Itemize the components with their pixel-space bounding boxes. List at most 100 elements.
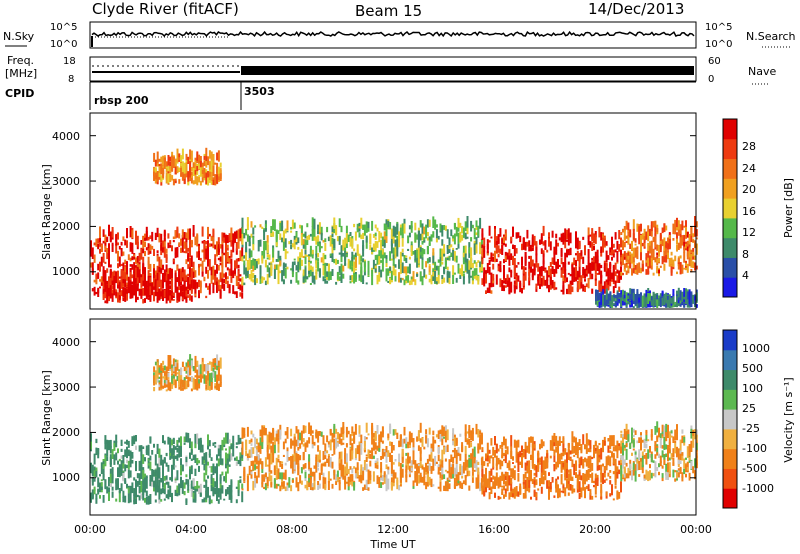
power-cell: [555, 250, 558, 255]
velocity-cell: [102, 495, 105, 503]
velocity-cell: [205, 465, 208, 476]
power-cell: [135, 295, 137, 303]
power-cell: [519, 283, 522, 293]
power-cell: [652, 292, 655, 301]
velocity-cell: [207, 443, 209, 447]
velocity-cell: [455, 455, 458, 464]
power-cell: [372, 234, 375, 238]
velocity-cell: [394, 472, 397, 479]
velocity-cell: [488, 459, 491, 464]
velocity-cell: [187, 479, 190, 486]
velocity-cell: [194, 454, 197, 463]
power-cell: [250, 221, 253, 228]
power-cell: [297, 280, 300, 285]
velocity-cell: [235, 486, 238, 489]
velocity-cell: [145, 445, 148, 453]
power-cell: [620, 297, 623, 307]
power-cell: [147, 275, 150, 288]
power-cell: [172, 295, 175, 298]
power-cell: [546, 270, 549, 282]
velocity-cell: [284, 486, 287, 492]
velocity-heatmap-cells: [90, 354, 698, 505]
velocity-cell: [288, 457, 291, 461]
power-cell: [605, 299, 608, 305]
velocity-cell: [174, 489, 177, 496]
velocity-cell: [106, 486, 109, 494]
velocity-cell: [135, 498, 137, 503]
power-cell: [499, 278, 502, 288]
power-cell: [208, 171, 211, 177]
velocity-cell: [435, 434, 438, 438]
power-cell: [235, 258, 238, 269]
velocity-cell: [133, 494, 136, 503]
power-cell: [194, 176, 197, 184]
velocity-cell: [371, 433, 374, 445]
power-cell: [603, 266, 606, 272]
power-cell: [205, 241, 208, 245]
power-cell: [165, 175, 168, 184]
velocity-cell: [492, 466, 495, 470]
power-cell: [214, 275, 217, 278]
velocity-cell: [336, 476, 339, 483]
power-cell: [356, 244, 359, 254]
velocity-cell: [219, 483, 222, 490]
power-colorbar-segment: [723, 237, 737, 258]
power-cell: [683, 252, 686, 263]
velocity-cell: [192, 454, 195, 461]
power-cell: [263, 230, 266, 240]
velocity-cell: [232, 445, 235, 457]
power-cell: [158, 166, 161, 175]
velocity-cell: [246, 475, 249, 482]
velocity-cell: [93, 488, 96, 495]
velocity-cell: [338, 482, 341, 491]
power-cell: [446, 229, 449, 239]
velocity-cell: [203, 364, 206, 372]
velocity-cell: [205, 452, 208, 462]
power-cell: [578, 252, 581, 260]
power-cell: [311, 271, 314, 283]
power-cell: [692, 297, 695, 304]
power-cell: [133, 293, 136, 296]
power-cell: [641, 242, 644, 247]
velocity-cell: [528, 442, 531, 454]
velocity-cell: [405, 474, 408, 483]
power-cell: [144, 267, 146, 278]
power-cell: [643, 246, 646, 249]
power-cell: [677, 242, 680, 249]
velocity-cell: [214, 385, 217, 388]
velocity-cell: [477, 461, 480, 465]
velocity-cell: [273, 438, 276, 445]
power-cell: [596, 296, 599, 307]
velocity-cell: [434, 455, 437, 466]
velocity-cell: [126, 483, 128, 488]
velocity-cell: [308, 422, 311, 434]
power-cell: [408, 263, 411, 274]
power-cell: [686, 299, 689, 308]
velocity-cell: [306, 480, 309, 491]
power-cell: [589, 234, 592, 237]
velocity-cell: [535, 493, 538, 497]
power-cell: [485, 290, 487, 294]
velocity-cell: [389, 423, 392, 434]
power-cell: [99, 261, 101, 272]
velocity-cell: [185, 375, 188, 378]
velocity-cell: [172, 463, 175, 470]
power-cell: [453, 251, 456, 262]
power-cell: [250, 260, 253, 269]
velocity-cell: [293, 455, 296, 464]
power-cell: [596, 289, 599, 301]
velocity-cell: [167, 437, 170, 444]
power-cell: [243, 260, 246, 266]
power-cell: [627, 236, 630, 245]
velocity-cell: [408, 471, 411, 475]
velocity-cell: [257, 442, 260, 451]
power-cell: [176, 291, 179, 298]
power-cell: [649, 302, 651, 308]
power-cell: [531, 274, 534, 278]
power-cell: [616, 251, 619, 262]
velocity-cell: [190, 449, 193, 455]
power-cell: [385, 234, 388, 243]
velocity-cell: [317, 481, 320, 486]
power-cell: [153, 167, 156, 172]
power-cell: [176, 265, 179, 271]
